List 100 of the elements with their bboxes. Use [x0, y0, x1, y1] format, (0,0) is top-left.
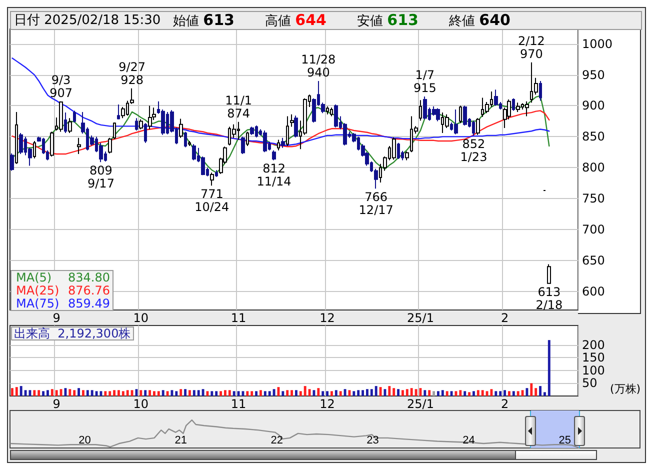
candlestick: [405, 151, 409, 161]
bar: [228, 390, 231, 396]
bar: [180, 389, 182, 396]
text: 9/3 907: [50, 72, 72, 100]
candlestick: [15, 111, 18, 164]
bar: [108, 391, 112, 396]
y-tick-label: 850: [582, 130, 605, 144]
bar: [260, 390, 262, 396]
bar: [224, 390, 226, 396]
candlestick: [547, 264, 551, 284]
bar: [232, 391, 236, 396]
bar: [437, 391, 440, 396]
bar: [357, 390, 360, 396]
candlestick: [326, 106, 329, 115]
bar: [95, 391, 98, 396]
y-tick-label: 100: [582, 363, 605, 378]
candlestick: [108, 137, 112, 154]
x-tick-label: 25/1: [406, 397, 434, 411]
candlestick: [454, 108, 458, 135]
bar: [202, 389, 204, 396]
bar: [166, 391, 169, 396]
x-tick-label: 25/1: [406, 311, 434, 325]
bar: [153, 391, 156, 396]
bar: [60, 389, 62, 396]
candlestick: [445, 114, 449, 129]
bar: [90, 390, 94, 396]
candlestick: [494, 89, 498, 106]
bar: [397, 389, 400, 396]
bar: [521, 390, 524, 396]
bar: [68, 389, 72, 396]
text: MA(25) 876.76: [16, 284, 110, 298]
candlestick: [294, 115, 298, 138]
x-tick-label: 23: [366, 434, 379, 446]
bar: [38, 390, 40, 396]
candlestick: [263, 130, 267, 153]
candlestick: [50, 131, 54, 157]
bar: [157, 391, 160, 396]
bar: [268, 391, 271, 396]
bar: [255, 391, 258, 396]
candlestick: [463, 105, 467, 126]
candlestick: [59, 100, 63, 132]
bar: [392, 388, 396, 396]
bar: [472, 391, 475, 396]
y-tick-label: 750: [582, 192, 605, 206]
bar: [135, 389, 138, 396]
x-tick-label: 12: [320, 397, 335, 411]
bar: [290, 390, 293, 396]
y-tick-label: 200: [582, 338, 605, 352]
bar: [144, 390, 147, 396]
candlestick: [184, 131, 187, 148]
x-tick-label: 12: [320, 311, 335, 325]
bar: [512, 391, 515, 396]
bar: [242, 391, 244, 396]
x-tick-label: 21: [174, 434, 188, 446]
candlestick: [246, 131, 249, 146]
x-tick-label: 9: [52, 397, 60, 411]
text: 852 1/23: [460, 136, 488, 164]
bar: [344, 389, 346, 396]
candlestick: [33, 140, 36, 159]
bar: [410, 388, 413, 396]
bar: [308, 389, 311, 396]
bar: [481, 390, 484, 396]
bar: [86, 390, 89, 396]
candlestick: [64, 112, 67, 134]
bar: [454, 391, 458, 396]
candlestick: [241, 136, 245, 155]
bar: [508, 391, 510, 396]
bar: [348, 390, 351, 396]
x-tick-label: 22: [270, 434, 283, 446]
text: 766 12/17: [358, 190, 394, 218]
bar: [130, 390, 134, 396]
candlestick: [130, 88, 134, 104]
candlestick: [117, 104, 120, 120]
bar: [42, 391, 44, 396]
bar: [330, 391, 333, 396]
x-tick-label: 11: [230, 311, 246, 325]
bar: [64, 388, 67, 396]
x-tick-label: 10: [133, 397, 149, 411]
bar: [148, 390, 151, 396]
candlestick: [10, 152, 14, 172]
bar: [140, 390, 142, 396]
bar: [197, 390, 200, 396]
bar: [486, 391, 488, 396]
bar: [446, 391, 448, 396]
bar: [126, 390, 129, 396]
bar: [366, 389, 368, 396]
bar: [516, 391, 520, 396]
text: 771 10/24: [194, 187, 230, 214]
bar: [220, 391, 222, 396]
candlestick: [215, 170, 218, 178]
bar: [250, 391, 254, 396]
candlestick: [392, 136, 396, 160]
y-tick-label: 700: [582, 222, 605, 237]
bar: [339, 391, 342, 396]
x-tick-label: 25: [558, 434, 572, 446]
bar: [494, 391, 498, 396]
x-tick-label: 9: [52, 311, 60, 325]
text: 11/28 940: [301, 52, 336, 80]
bar: [526, 388, 528, 396]
candlestick: [144, 122, 147, 144]
